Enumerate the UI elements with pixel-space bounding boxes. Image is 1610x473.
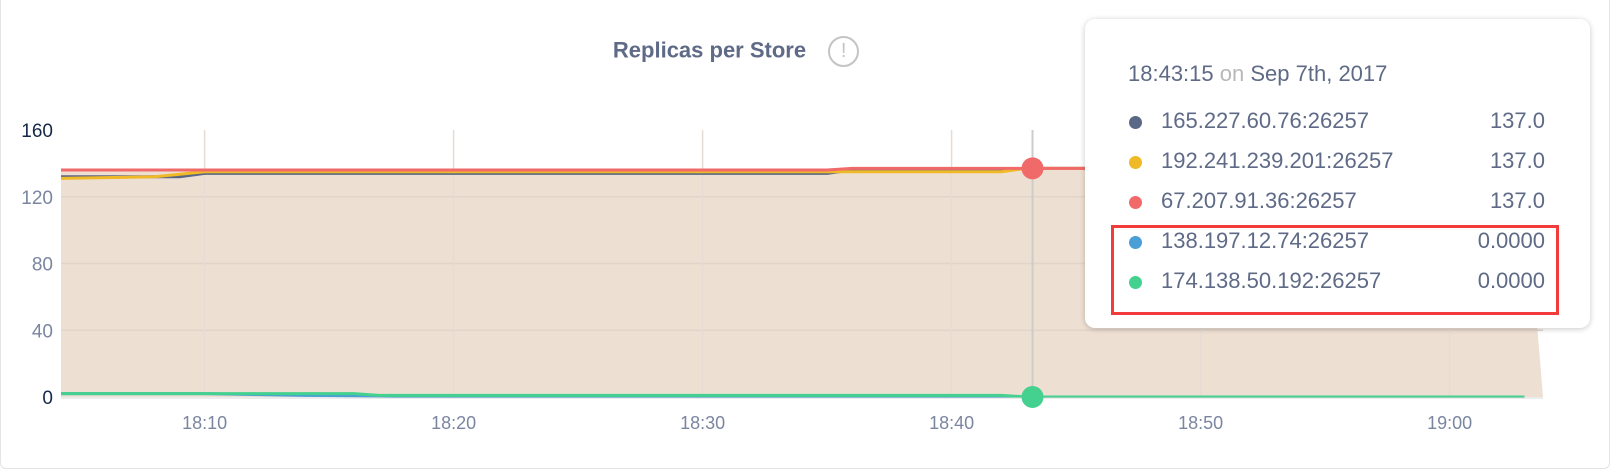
exclamation-circle-icon[interactable]: ! xyxy=(828,36,860,67)
series-dot-icon xyxy=(1129,156,1142,169)
tooltip-row-value: 137.0 xyxy=(1489,188,1545,213)
tooltip-row-value: 137.0 xyxy=(1489,108,1545,133)
y-tick-label: 80 xyxy=(32,255,53,276)
x-tick-label: 18:20 xyxy=(431,413,476,433)
tooltip-row: 138.197.12.74:26257 0.0000 xyxy=(1125,222,1545,262)
highlight-box xyxy=(1111,225,1559,315)
x-tick-label: 18:50 xyxy=(1178,413,1223,433)
tooltip-row-label: 67.207.91.36:26257 xyxy=(1161,188,1357,213)
y-tick-label: 40 xyxy=(32,321,53,342)
tooltip: 18:43:15 on Sep 7th, 2017 165.227.60.76:… xyxy=(1085,19,1590,328)
tooltip-time: 18:43:15 xyxy=(1128,61,1214,86)
tooltip-row: 174.138.50.192:26257 0.0000 xyxy=(1125,262,1545,302)
chart-title-text: Replicas per Store xyxy=(612,37,807,63)
series-dot-icon xyxy=(1129,276,1142,289)
y-tick-label: 120 xyxy=(21,188,53,209)
series-dot-icon xyxy=(1129,116,1142,129)
x-tick-label: 18:10 xyxy=(182,413,227,433)
y-tick-label: 160 xyxy=(21,121,53,142)
hover-point xyxy=(1021,157,1044,180)
hover-point xyxy=(1021,386,1044,408)
tooltip-row-value: 0.0000 xyxy=(1477,268,1545,293)
y-tick-label: 0 xyxy=(42,388,53,409)
tooltip-row-label: 165.227.60.76:26257 xyxy=(1161,108,1369,133)
x-tick-label: 18:30 xyxy=(680,413,725,433)
tooltip-row-label: 174.138.50.192:26257 xyxy=(1161,268,1382,293)
tooltip-row-value: 137.0 xyxy=(1489,148,1545,173)
tooltip-row: 192.241.239.201:26257 137.0 xyxy=(1125,142,1545,182)
tooltip-date: Sep 7th, 2017 xyxy=(1250,61,1388,86)
tooltip-row-label: 192.241.239.201:26257 xyxy=(1161,148,1394,173)
tooltip-on: on xyxy=(1219,61,1245,86)
x-tick-label: 18:40 xyxy=(929,413,974,433)
series-dot-icon xyxy=(1129,196,1142,209)
tooltip-row-label: 138.197.12.74:26257 xyxy=(1161,228,1369,253)
tooltip-row: 165.227.60.76:26257 137.0 xyxy=(1125,102,1545,142)
tooltip-row: 67.207.91.36:26257 137.0 xyxy=(1125,182,1545,222)
tooltip-row-value: 0.0000 xyxy=(1477,228,1545,253)
tooltip-timestamp: 18:43:15 on Sep 7th, 2017 xyxy=(1128,61,1387,87)
chart-title: Replicas per Store! xyxy=(1,36,1471,67)
x-tick-label: 19:00 xyxy=(1427,413,1472,433)
series-dot-icon xyxy=(1129,236,1142,249)
series-line-4 xyxy=(61,392,1525,399)
